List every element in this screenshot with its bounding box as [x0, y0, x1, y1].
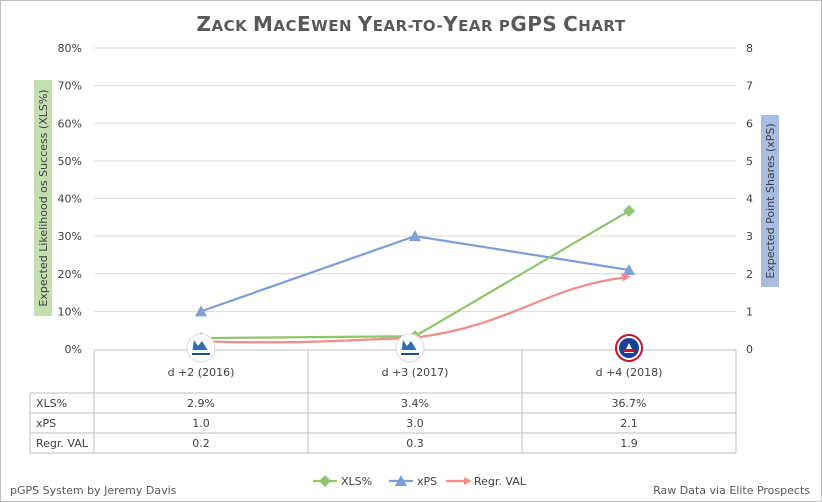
y-right-tick-label: 8 [746, 42, 753, 55]
series-lines [195, 204, 635, 345]
qmjhl-gatineau-logo [395, 333, 425, 363]
series-xls [195, 204, 635, 345]
table-cell: 2.1 [620, 417, 638, 430]
y-right-tick-label: 6 [746, 117, 753, 130]
y-left-tick-label: 10% [58, 305, 82, 318]
data-point [409, 230, 421, 242]
y-right-tick-label: 5 [746, 155, 753, 168]
table-cell: 36.7% [612, 397, 647, 410]
y-axis-right-ticks: 0 1 2 3 4 5 6 7 8 [746, 42, 753, 356]
y-right-tick-label: 3 [746, 230, 753, 243]
team-logos [186, 333, 643, 363]
y-axis-right-label: Expected Point Shares (xPS) [764, 123, 777, 278]
table-row-label: XLS% [36, 397, 67, 410]
y-axis-left-ticks: 0% 10% 20% 30% 40% 50% 60% 70% 80% [58, 42, 82, 356]
data-point [623, 204, 635, 217]
legend-marker [395, 475, 407, 486]
svg-text:XLS%: XLS% [341, 475, 372, 488]
y-axis-left-label: Expected Likelihood os Success (XLS%) [37, 89, 50, 306]
table-row-label: Regr. VAL [36, 437, 89, 450]
y-axis-right-title: Expected Point Shares (xPS) [761, 115, 779, 287]
y-left-tick-label: 40% [58, 193, 82, 206]
series-xps [195, 230, 635, 317]
y-right-tick-label: 1 [746, 305, 753, 318]
table-cell: 0.3 [406, 437, 424, 450]
y-left-tick-label: 60% [58, 117, 82, 130]
legend-item-xls: XLS% [313, 475, 372, 488]
y-right-tick-label: 7 [746, 80, 753, 93]
category-label: d +3 (2017) [382, 366, 449, 379]
table-cell: 1.9 [620, 437, 638, 450]
table-cell: 3.4% [401, 397, 429, 410]
svg-text:xPS: xPS [417, 475, 437, 488]
data-table: d +2 (2016) d +3 (2017) d +4 (2018) XLS% 2.9… [29, 349, 737, 454]
footer-credit: pGPS System by Jeremy Davis [10, 484, 177, 497]
category-label: d +4 (2018) [596, 366, 663, 379]
legend-item-regr-val: Regr. VAL [446, 475, 527, 488]
y-right-tick-label: 0 [746, 343, 753, 356]
y-left-tick-label: 50% [58, 155, 82, 168]
series-arrowhead [621, 272, 631, 282]
chart-title: ZACK MACEWEN YEAR-TO-YEAR PGPS CHART [196, 12, 625, 36]
y-left-tick-label: 70% [58, 80, 82, 93]
table-row-label: xPS [36, 417, 56, 430]
gridlines [94, 47, 736, 312]
y-left-tick-label: 30% [58, 230, 82, 243]
y-axis-left-title: Expected Likelihood os Success (XLS%) [34, 80, 52, 316]
data-point [195, 305, 207, 317]
table-cell: 1.0 [192, 417, 210, 430]
ahl-logo [615, 334, 643, 362]
svg-text:Regr. VAL: Regr. VAL [474, 475, 527, 488]
legend-item-xps: xPS [389, 475, 437, 488]
y-left-tick-label: 80% [58, 42, 82, 55]
y-left-tick-label: 20% [58, 268, 82, 281]
legend-marker [319, 475, 331, 487]
table-cell: 3.0 [406, 417, 424, 430]
series-line-xls [200, 209, 630, 340]
y-right-tick-label: 4 [746, 193, 753, 206]
legend: XLS% xPS Regr. VAL [313, 475, 527, 488]
y-right-tick-label: 2 [746, 268, 753, 281]
table-cell: 2.9% [187, 397, 215, 410]
category-label: d +2 (2016) [168, 366, 235, 379]
footer-source: Raw Data via Elite Prospects [653, 484, 810, 497]
qmjhl-gatineau-logo [186, 333, 216, 363]
table-cell: 0.2 [192, 437, 210, 450]
y-left-tick-label: 0% [65, 343, 82, 356]
data-point [623, 263, 635, 275]
